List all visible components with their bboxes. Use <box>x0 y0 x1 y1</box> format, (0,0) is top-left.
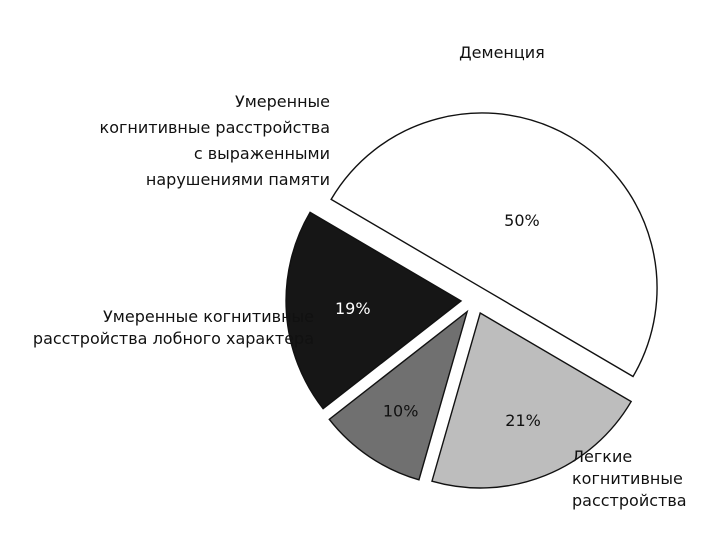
slice-category-label-line: расстройства лобного характера <box>33 329 314 348</box>
slice-category-label-line: расстройства <box>572 491 687 510</box>
slice-category-label: Умеренные когнитивные расстройства лобног… <box>33 307 314 348</box>
slice-category-label: Умеренные когнитивные расстройства с выраж… <box>100 92 330 189</box>
slice-category-label-line: с выраженными <box>194 144 330 163</box>
slice-value-label: 50% <box>504 211 540 230</box>
slice-category-label: Деменция <box>459 43 545 62</box>
slice-category-label-line: Легкие <box>572 447 632 466</box>
pie-slice <box>285 211 463 410</box>
slice-value-label: 19% <box>335 299 371 318</box>
pie-slice <box>330 112 658 378</box>
slice-value-label: 21% <box>505 411 541 430</box>
slice-category-label-line: когнитивные <box>572 469 683 488</box>
slice-category-label-line: Деменция <box>459 43 545 62</box>
slice-category-label-line: Умеренные <box>235 92 330 111</box>
slice-category-label: Легкие когнитивные расстройства <box>572 447 687 510</box>
slice-value-label: 10% <box>383 401 419 420</box>
pie-slice <box>328 309 469 481</box>
slice-category-label-line: когнитивные расстройства <box>100 118 330 137</box>
slice-category-label-line: Умеренные когнитивные <box>103 307 314 326</box>
slice-category-label-line: нарушениями памяти <box>146 170 330 189</box>
pie-slice <box>431 311 633 489</box>
